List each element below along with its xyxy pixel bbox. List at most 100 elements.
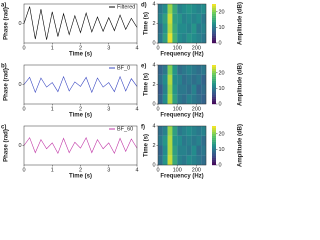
x-tick-label: 0 <box>156 106 159 112</box>
heatmap-cell <box>167 126 173 136</box>
colorbar-segment <box>212 4 216 7</box>
heatmap-cell <box>177 145 183 156</box>
y-tick-label: 2 <box>152 82 155 88</box>
heatmap-cell <box>172 135 178 146</box>
x-axis-label: Time (s) <box>69 52 92 58</box>
heatmap-cell <box>158 84 163 95</box>
waveform <box>23 75 138 94</box>
panel-label: c) <box>1 125 6 131</box>
y-axis-label: Phase (rad) <box>4 68 10 101</box>
heatmap-cell <box>186 135 192 146</box>
colorbar-segment <box>212 127 216 131</box>
colorbar-segment <box>212 41 216 44</box>
heatmap-cell <box>186 84 192 95</box>
colorbar-tick-label: 20 <box>219 131 225 137</box>
x-tick-label: 100 <box>173 106 182 112</box>
heatmap-cell <box>191 145 197 156</box>
colorbar-segment <box>212 98 216 101</box>
colorbar-segment <box>212 17 216 20</box>
colorbar-segment <box>212 163 216 166</box>
colorbar-segment <box>212 39 216 42</box>
heatmap-cell <box>186 65 192 75</box>
heatmap-cell <box>158 126 163 136</box>
legend-label: Filtered <box>117 4 135 10</box>
heatmap-cell <box>158 155 163 166</box>
heatmap-cell <box>177 13 183 24</box>
heatmap-cell <box>177 74 183 85</box>
colorbar-segment <box>212 13 216 16</box>
heatmap-cell <box>191 65 197 75</box>
heatmap-cell <box>167 74 173 85</box>
panel-label: f) <box>141 125 145 131</box>
colorbar-segment <box>212 80 216 83</box>
heatmap-cell <box>177 155 183 166</box>
x-tick-label: 200 <box>192 167 201 173</box>
colorbar-segment <box>212 9 216 12</box>
y-tick-label: 0 <box>152 162 155 168</box>
colorbar-segment <box>212 27 216 30</box>
heatmap-cell <box>177 33 183 44</box>
heatmap-cell <box>182 74 187 85</box>
heatmap-cell <box>196 13 202 24</box>
heatmap-cell <box>186 145 192 156</box>
heatmap-cell <box>167 94 173 105</box>
colorbar-segment <box>212 126 216 129</box>
x-tick-label: 4 <box>135 167 138 173</box>
heatmap-cell <box>182 33 187 44</box>
heatmap-cell <box>158 145 163 156</box>
colorbar-segment <box>212 31 216 34</box>
colorbar-tick-label: 0 <box>219 101 222 107</box>
y-tick-label: 0 <box>152 40 155 46</box>
colorbar-tick-label: 10 <box>219 147 225 153</box>
colorbar-segment <box>212 37 216 40</box>
heatmap-cell <box>177 94 183 105</box>
waveform <box>23 136 138 155</box>
colorbar-segment <box>212 153 216 156</box>
y-tick-label: 4 <box>152 1 155 7</box>
plot-frame <box>23 64 138 105</box>
heatmap-cell <box>191 13 197 24</box>
colorbar-segment <box>212 141 216 144</box>
colorbar-segment <box>212 92 216 95</box>
legend-label: BF_0 <box>117 65 130 71</box>
colorbar-segment <box>212 33 216 36</box>
heatmap-cell <box>162 94 168 105</box>
heatmap-cell <box>177 4 183 14</box>
heatmap-cell <box>196 126 202 136</box>
heatmap-cell <box>162 74 168 85</box>
heatmap-cell <box>201 33 207 44</box>
heatmap-cell <box>172 74 178 85</box>
colorbar-segment <box>212 11 216 14</box>
heatmap-cell <box>167 155 173 166</box>
heatmap-cell <box>196 94 202 105</box>
colorbar-segment <box>212 21 216 24</box>
colorbar-segment <box>212 76 216 79</box>
panel-label: a) <box>1 3 6 9</box>
heatmap-cell <box>201 135 207 146</box>
x-tick-label: 1 <box>51 167 54 173</box>
heatmap-cell <box>167 23 173 34</box>
heatmap-cell <box>158 74 163 85</box>
colorbar-tick-label: 0 <box>219 40 222 46</box>
colorbar-segment <box>212 70 216 73</box>
heatmap-cell <box>158 94 163 105</box>
heatmap-cell <box>186 94 192 105</box>
colorbar-segment <box>212 72 216 75</box>
heatmap-cell <box>196 65 202 75</box>
y-axis-label: Phase (rad) <box>4 7 10 40</box>
heatmap-cell <box>191 33 197 44</box>
plot-frame <box>23 125 138 166</box>
heatmap-cell <box>162 33 168 44</box>
y-axis-label: Time (s) <box>144 12 150 35</box>
y-tick-label: 0 <box>18 82 21 88</box>
colorbar-segment <box>212 68 216 72</box>
colorbar-segment <box>212 133 216 136</box>
colorbar-segment <box>212 82 216 85</box>
heatmap-cell <box>167 84 173 95</box>
colorbar-segment <box>212 96 216 99</box>
heatmap-cell <box>172 4 178 14</box>
colorbar-segment <box>212 139 216 142</box>
colorbar-label: Amplitude (dB) <box>238 2 244 45</box>
heatmap-cell <box>196 4 202 14</box>
heatmap-cell <box>162 155 168 166</box>
